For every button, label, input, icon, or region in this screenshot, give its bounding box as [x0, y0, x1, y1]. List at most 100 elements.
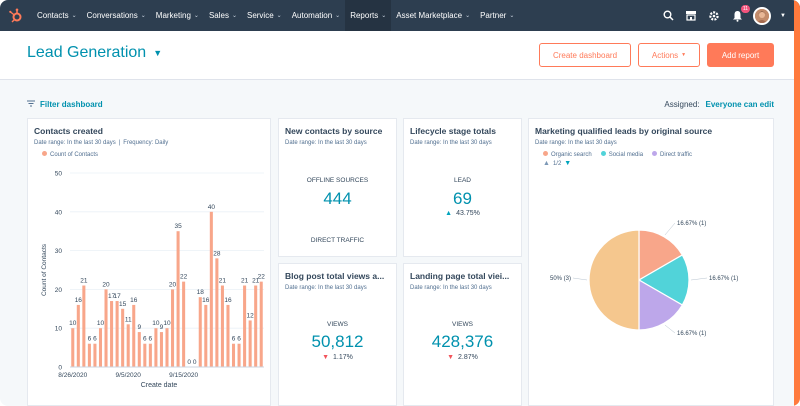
bar[interactable]: [209, 211, 213, 367]
nav-item-asset-marketplace[interactable]: Asset Marketplace ⌄: [391, 0, 475, 31]
pager-next-icon[interactable]: ▼: [564, 160, 572, 167]
chevron-down-icon: ⌄: [381, 13, 387, 19]
assigned-value-link[interactable]: Everyone can edit: [705, 100, 774, 109]
bar[interactable]: [121, 308, 125, 367]
metric-label: OFFLINE SOURCES: [306, 177, 369, 184]
bar[interactable]: [182, 281, 186, 367]
pie-slice[interactable]: [637, 254, 690, 306]
chart-legend: Count of Contacts: [42, 151, 98, 158]
bar[interactable]: [243, 285, 247, 367]
nav-item-partner[interactable]: Partner ⌄: [475, 0, 519, 31]
bar[interactable]: [154, 328, 158, 367]
bar[interactable]: [204, 304, 208, 367]
hubspot-logo-icon[interactable]: [5, 5, 27, 27]
pie-slice[interactable]: [588, 229, 640, 331]
y-tick-label: 50: [55, 171, 63, 178]
bar[interactable]: [171, 289, 175, 367]
marketplace-icon[interactable]: [684, 9, 698, 23]
bar[interactable]: [259, 281, 263, 367]
nav-item-sales[interactable]: Sales ⌄: [204, 0, 242, 31]
legend-label: Direct traffic: [660, 152, 692, 158]
card-title: Lifecycle stage totals: [410, 126, 496, 136]
add-report-button[interactable]: Add report: [707, 43, 774, 67]
nav-item-contacts[interactable]: Contacts ⌄: [32, 0, 82, 31]
bar[interactable]: [226, 304, 230, 367]
gear-icon[interactable]: [707, 9, 721, 23]
nav-item-marketing[interactable]: Marketing ⌄: [151, 0, 204, 31]
bar[interactable]: [87, 343, 91, 367]
pager-prev-icon[interactable]: ▲: [543, 160, 550, 167]
nav-item-service[interactable]: Service ⌄: [242, 0, 287, 31]
chevron-down-icon: ▼: [153, 48, 163, 58]
bar[interactable]: [254, 285, 258, 367]
assigned-label: Assigned:: [664, 100, 700, 109]
pie-label-leader: [664, 324, 676, 334]
x-tick-label: 8/26/2020: [58, 372, 87, 379]
bar[interactable]: [159, 332, 163, 367]
pie-slice[interactable]: [638, 278, 684, 331]
actions-label: Actions: [651, 50, 679, 60]
legend-swatch: [652, 151, 658, 156]
y-tick-label: 30: [55, 248, 63, 255]
dashboard-selector[interactable]: Lead Generation ▼: [27, 44, 162, 62]
legend-item: Organic search: [543, 151, 592, 158]
nav-item-automation[interactable]: Automation ⌄: [287, 0, 346, 31]
mql-card[interactable]: Marketing qualified leads by original so…: [528, 118, 774, 406]
bar[interactable]: [137, 332, 141, 367]
pager-label: 1/2: [552, 160, 562, 167]
bar-value-label: 16: [75, 297, 83, 304]
metric-value: 444: [323, 189, 352, 208]
bar[interactable]: [215, 258, 219, 367]
lifecycle-card[interactable]: Lifecycle stage totals Date range: In th…: [403, 118, 522, 257]
bar[interactable]: [115, 301, 119, 367]
new-contacts-card[interactable]: New contacts by source Date range: In th…: [278, 118, 397, 257]
card-title: Marketing qualified leads by original so…: [535, 126, 713, 136]
bar[interactable]: [76, 304, 80, 367]
mql-pie-chart: 16.67% (1) 16.67% (1) 16.67% (1) 50% (3): [550, 221, 738, 337]
trend-down-icon: ▼: [322, 354, 330, 361]
bar[interactable]: [98, 328, 103, 367]
avatar[interactable]: [753, 6, 772, 25]
nav-item-reports[interactable]: Reports ⌄: [345, 0, 392, 31]
metric-value: 428,376: [431, 332, 494, 351]
search-icon[interactable]: [661, 9, 675, 23]
nav-item-label: Marketing: [155, 11, 191, 20]
actions-button[interactable]: Actions ▼: [638, 43, 700, 67]
landing-views-card[interactable]: Landing page total viei... Date range: I…: [403, 263, 522, 406]
bar[interactable]: [71, 328, 75, 367]
contacts-created-card[interactable]: Contacts created Date range: In the last…: [27, 118, 271, 406]
y-tick-label: 0: [58, 365, 62, 372]
bar[interactable]: [132, 304, 136, 367]
metric-label: VIEWS: [452, 321, 473, 328]
notifications-bell-icon[interactable]: 11: [730, 4, 751, 23]
bar-value-label: 10: [152, 320, 160, 327]
chevron-down-icon: ⌄: [276, 13, 282, 19]
bar[interactable]: [248, 320, 252, 367]
bar[interactable]: [220, 285, 224, 367]
bar[interactable]: [110, 301, 114, 367]
bar[interactable]: [126, 324, 130, 367]
nav-item-conversations[interactable]: Conversations ⌄: [82, 0, 151, 31]
top-nav: Contacts ⌄ Conversations ⌄ Marketing ⌄ Sales ⌄ S…: [0, 0, 800, 31]
filter-dashboard-link[interactable]: Filter dashboard: [27, 100, 103, 109]
bar-value-label: 9: [137, 324, 141, 331]
bar[interactable]: [198, 297, 202, 367]
chevron-down-icon: ⌄: [509, 13, 515, 19]
bar[interactable]: [237, 343, 241, 367]
blog-views-card[interactable]: Blog post total views a... Date range: I…: [278, 263, 397, 406]
card-title: New contacts by source: [285, 126, 383, 136]
bar[interactable]: [176, 231, 180, 367]
bar[interactable]: [231, 343, 236, 367]
pie-slice[interactable]: [638, 229, 684, 282]
bar[interactable]: [165, 328, 169, 367]
create-dashboard-button[interactable]: Create dashboard: [539, 43, 631, 67]
bar[interactable]: [148, 343, 152, 367]
bar[interactable]: [143, 343, 147, 367]
chevron-down-icon: ⌄: [140, 13, 146, 19]
bar[interactable]: [104, 289, 108, 367]
bar-value-label: 21: [241, 278, 249, 285]
bar[interactable]: [93, 343, 97, 367]
account-chevron-down-icon[interactable]: ▼: [780, 12, 786, 19]
bar-value-label: 6: [237, 336, 241, 343]
bar[interactable]: [82, 285, 86, 367]
